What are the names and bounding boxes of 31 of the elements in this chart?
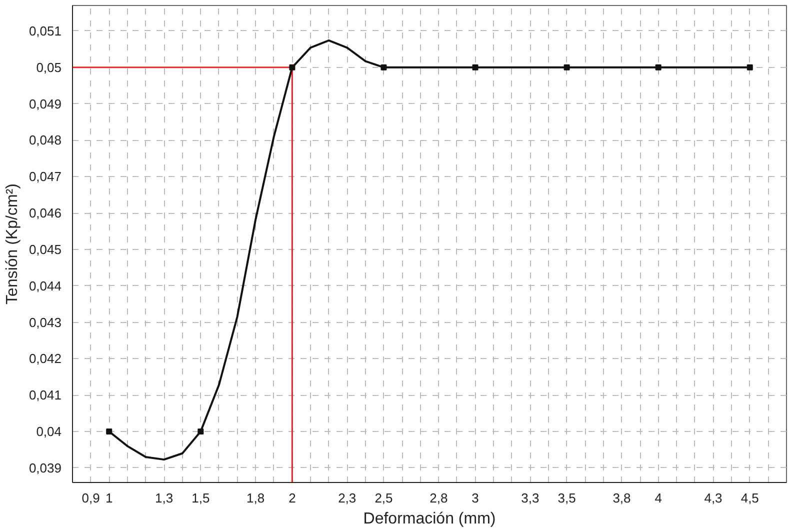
x-tick-label: 4,5 [740, 490, 759, 506]
x-tick-label: 3,3 [521, 490, 540, 506]
y-tick-label: 0,05 [36, 60, 62, 75]
y-axis-title: Tensión (Kp/cm²) [4, 184, 21, 304]
y-tick-label: 0,046 [28, 206, 62, 221]
x-tick-label: 2,8 [430, 490, 448, 506]
x-tick-label: 1 [106, 490, 113, 506]
y-tick-label: 0,043 [28, 314, 62, 330]
x-axis-title: Deformación (mm) [363, 510, 496, 528]
x-tick-label: 4,3 [704, 490, 722, 506]
x-tick-label: 3,5 [558, 490, 576, 506]
y-tick-label: 0,042 [28, 351, 62, 366]
x-tick-label: 2 [288, 490, 296, 506]
x-tick-label: 3 [472, 490, 479, 506]
x-tick-label: 1,8 [246, 490, 265, 506]
x-tick-label: 4 [654, 490, 662, 506]
x-tick-label: 1,3 [155, 490, 174, 506]
y-tick-label: 0,049 [28, 96, 62, 112]
x-tick-label: 0,9 [82, 490, 100, 506]
x-tick-label: 2,5 [374, 490, 393, 506]
y-tick-label: 0,048 [28, 132, 62, 148]
y-tick-label: 0,051 [28, 23, 62, 38]
x-tick-label: 3,8 [612, 490, 631, 506]
y-tick-label: 0,045 [28, 242, 62, 257]
y-tick-label: 0,039 [28, 460, 62, 476]
y-tick-label: 0,044 [28, 278, 62, 294]
y-tick-label: 0,047 [28, 169, 62, 184]
y-tick-label: 0,041 [28, 388, 62, 403]
x-tick-label: 2,3 [338, 490, 356, 506]
x-tick-label: 1,5 [192, 490, 210, 506]
y-tick-label: 0,04 [36, 424, 62, 440]
